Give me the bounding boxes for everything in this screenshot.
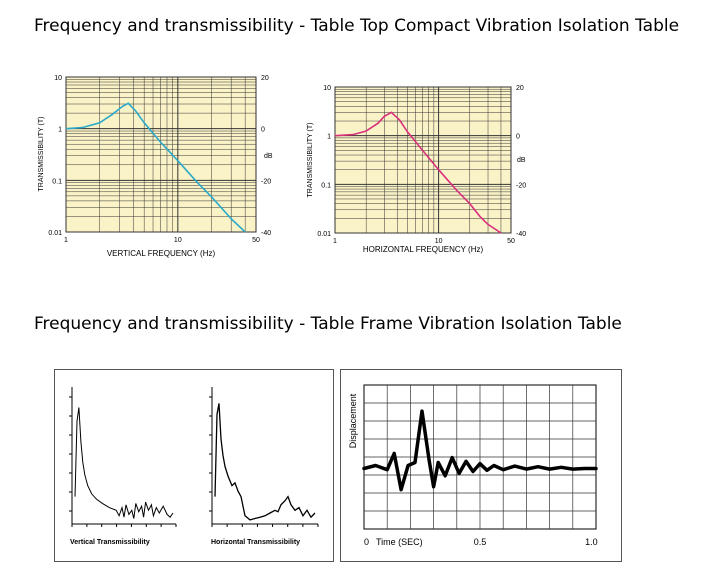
y-tick-label: 1	[327, 134, 331, 141]
right-axis-label: dB	[517, 157, 526, 164]
series-line	[74, 407, 174, 519]
x-tick-label: 0	[364, 537, 369, 547]
x-tick-label: 10	[435, 238, 443, 245]
ticks: 0.5 1.0 0	[364, 537, 598, 547]
y-axis-label: Displacement	[348, 393, 358, 448]
right-axis-label: dB	[264, 153, 273, 160]
grid	[364, 385, 596, 529]
ticks: 1 10 50 10 1 0.1 0.01 20 0 -20 -40	[48, 75, 271, 244]
x-tick-label: 0.5	[474, 537, 487, 547]
horizontal-transmissibility-plot: Horizontal Transmissibility	[209, 387, 319, 546]
series-line	[65, 102, 246, 233]
db-tick-label: -40	[516, 231, 526, 238]
y-tick-label: 0.01	[48, 230, 62, 237]
db-tick-label: 20	[516, 85, 524, 92]
ticks	[209, 396, 319, 527]
panel-border	[54, 369, 334, 562]
horizontal-transmissibility-chart: 1 10 50 10 1 0.1 0.01 20 0 -20 -40 TRANSMISSIBILIT…	[307, 85, 526, 254]
grid	[334, 87, 512, 233]
x-tick-label: 1.0	[585, 537, 598, 547]
db-tick-label: -40	[261, 230, 271, 237]
x-axis-label: Time (SEC)	[376, 537, 423, 547]
displacement-time-chart: 0.5 1.0 0 Displacement Time (SEC)	[340, 369, 622, 562]
frame-transmissibility-panel: Vertical Transmissibility Horizontal Tra…	[54, 369, 334, 562]
x-tick-label: 1	[64, 237, 68, 244]
plot-area	[334, 86, 512, 234]
x-tick-label: 50	[507, 238, 515, 245]
y-tick-label: 0.1	[321, 182, 331, 189]
y-tick-label: 10	[54, 75, 62, 82]
ticks	[69, 396, 177, 527]
y-tick-label: 0.1	[52, 178, 62, 185]
db-tick-label: 20	[261, 75, 269, 82]
x-axis-label: Horizontal Transmissibility	[211, 539, 300, 546]
ticks: 1 10 50 10 1 0.1 0.01 20 0 -20 -40	[317, 85, 526, 245]
vertical-transmissibility-chart: 1 10 50 10 1 0.1 0.01 20 0 -20 -40 TRANSMISSIBILIT…	[38, 75, 273, 258]
heading-frame-table: Frequency and transmissibility - Table F…	[34, 314, 622, 334]
vertical-transmissibility-plot: Vertical Transmissibility	[69, 387, 177, 546]
series-line	[214, 403, 316, 521]
heading-top-table: Frequency and transmissibility - Table T…	[34, 16, 680, 36]
y-axis-label: TRANSMISSIBILITY (T)	[307, 123, 314, 198]
series-line	[362, 409, 598, 492]
db-tick-label: -20	[261, 178, 271, 185]
x-tick-label: 50	[252, 237, 260, 244]
x-axis-label: VERTICAL FREQUENCY (Hz)	[107, 249, 216, 258]
x-axis-label: HORIZONTAL FREQUENCY (Hz)	[363, 245, 484, 254]
grid	[65, 77, 257, 232]
y-tick-label: 10	[323, 85, 331, 92]
y-tick-label: 0.01	[317, 231, 331, 238]
y-tick-label: 1	[58, 127, 62, 134]
x-tick-label: 1	[333, 238, 337, 245]
x-axis-label: Vertical Transmissibility	[70, 539, 150, 546]
db-tick-label: 0	[516, 134, 520, 141]
db-tick-label: -20	[516, 182, 526, 189]
series-line	[334, 111, 502, 234]
db-tick-label: 0	[261, 127, 265, 134]
plot-area	[65, 76, 257, 233]
x-tick-label: 10	[174, 237, 182, 244]
y-axis-label: TRANSMISSIBILITY (T)	[38, 117, 45, 192]
